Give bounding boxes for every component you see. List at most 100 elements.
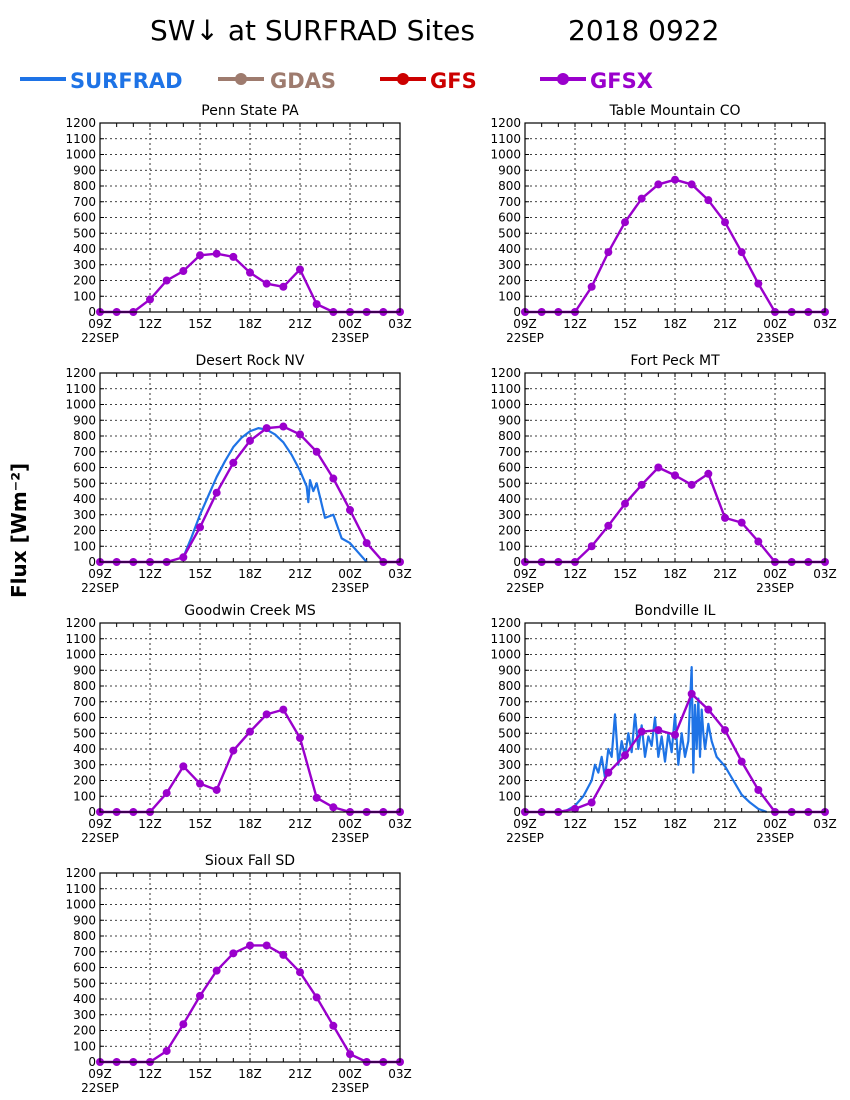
- legend-item-gdas: GDAS: [218, 69, 336, 93]
- data-point-gfsx: [246, 941, 254, 950]
- x-tick-label: 18Z: [238, 317, 262, 331]
- x-tick-label: 03Z: [388, 317, 412, 331]
- panel-title: Table Mountain CO: [608, 103, 740, 119]
- x-date-label: 22SEP: [81, 1081, 119, 1095]
- data-point-gfsx: [179, 1020, 188, 1029]
- x-tick-label: 03Z: [388, 1067, 412, 1081]
- y-tick-label: 800: [73, 679, 96, 693]
- data-point-gfsx: [587, 798, 596, 807]
- y-tick-label: 500: [73, 226, 96, 240]
- y-tick-label: 800: [498, 679, 521, 693]
- x-tick-label: 18Z: [238, 817, 262, 831]
- data-point-gfsx: [312, 993, 321, 1002]
- y-tick-label: 500: [73, 976, 96, 990]
- data-point-gfsx: [162, 789, 171, 798]
- data-point-gfsx: [212, 785, 221, 794]
- y-tick-label: 1100: [490, 382, 521, 396]
- data-point-gfsx: [279, 422, 288, 431]
- y-tick-label: 800: [498, 429, 521, 443]
- y-tick-label: 800: [73, 429, 96, 443]
- data-point-gfsx: [279, 950, 288, 959]
- data-point-gfsx: [587, 542, 596, 551]
- legend-label: SURFRAD: [70, 69, 183, 93]
- x-tick-label: 12Z: [563, 567, 587, 581]
- data-point-gfsx: [296, 968, 304, 977]
- y-tick-label: 500: [498, 226, 521, 240]
- data-point-gfsx: [179, 267, 188, 276]
- data-point-gfsx: [212, 249, 221, 258]
- data-point-gfsx: [312, 793, 321, 802]
- data-point-gfsx: [279, 705, 288, 714]
- x-tick-label: 12Z: [138, 567, 162, 581]
- data-point-gfsx: [246, 727, 254, 736]
- y-tick-label: 400: [73, 742, 96, 756]
- data-point-gfsx: [246, 268, 254, 277]
- x-tick-label: 18Z: [663, 567, 687, 581]
- y-tick-label: 700: [73, 445, 96, 459]
- data-point-gfsx: [671, 471, 679, 480]
- y-tick-label: 100: [73, 289, 96, 303]
- y-tick-label: 700: [498, 445, 521, 459]
- panel-frame: [524, 372, 826, 563]
- data-point-gfsx: [687, 689, 696, 698]
- y-tick-label: 100: [498, 539, 521, 553]
- x-date-label: 22SEP: [506, 581, 544, 595]
- panel-frame: [524, 622, 826, 813]
- y-tick-label: 1000: [490, 148, 521, 162]
- data-point-gfsx: [621, 499, 629, 508]
- y-tick-label: 300: [73, 758, 96, 772]
- x-tick-label: 00Z: [763, 567, 787, 581]
- data-point-gfsx: [196, 523, 204, 532]
- y-tick-label: 400: [498, 242, 521, 256]
- x-date-label: 23SEP: [331, 831, 369, 845]
- x-tick-label: 15Z: [188, 317, 212, 331]
- data-point-gfsx: [346, 506, 354, 515]
- x-tick-label: 12Z: [563, 817, 587, 831]
- y-tick-label: 0: [513, 305, 521, 319]
- data-point-gfsx: [754, 279, 763, 288]
- y-tick-label: 1200: [65, 616, 96, 630]
- data-point-gfsx: [146, 295, 154, 304]
- data-point-gfsx: [296, 430, 304, 439]
- data-point-gfsx: [621, 751, 629, 760]
- data-point-gfsx: [262, 710, 271, 719]
- x-tick-label: 00Z: [338, 1067, 362, 1081]
- x-tick-label: 18Z: [238, 567, 262, 581]
- panel-frame: [99, 372, 401, 563]
- data-point-gfsx: [604, 521, 613, 530]
- y-tick-label: 0: [88, 1055, 96, 1069]
- y-tick-label: 0: [88, 555, 96, 569]
- x-tick-label: 00Z: [338, 317, 362, 331]
- x-tick-label: 18Z: [238, 1067, 262, 1081]
- data-point-gfsx: [312, 300, 321, 309]
- panel-title: Desert Rock NV: [196, 353, 305, 369]
- legend-label: GFSX: [590, 69, 653, 93]
- y-tick-label: 400: [498, 492, 521, 506]
- x-tick-label: 09Z: [88, 1067, 112, 1081]
- x-date-label: 23SEP: [331, 581, 369, 595]
- panel-sioux-fall-sd: Sioux Fall SD010020030040050060070080090…: [65, 853, 411, 1095]
- data-point-gfsx: [587, 282, 596, 291]
- x-tick-label: 15Z: [613, 567, 637, 581]
- panel-title: Sioux Fall SD: [205, 853, 295, 869]
- x-tick-label: 21Z: [288, 1067, 312, 1081]
- y-tick-label: 800: [73, 929, 96, 943]
- series-line-surfrad: [558, 665, 768, 814]
- panel-table-mountain-co: Table Mountain CO01002003004005006007008…: [490, 103, 836, 345]
- y-tick-label: 900: [73, 163, 96, 177]
- data-point-gfsx: [687, 180, 696, 189]
- y-tick-label: 600: [73, 961, 96, 975]
- data-point-gfsx: [671, 175, 679, 184]
- x-tick-label: 21Z: [713, 567, 737, 581]
- x-tick-label: 03Z: [813, 817, 837, 831]
- data-point-gfsx: [229, 252, 238, 261]
- data-point-gfsx: [654, 180, 663, 189]
- y-tick-label: 200: [498, 524, 521, 538]
- data-point-gfsx: [687, 480, 696, 489]
- x-tick-label: 15Z: [188, 1067, 212, 1081]
- legend-label: GDAS: [270, 69, 336, 93]
- y-tick-label: 700: [73, 195, 96, 209]
- data-point-gfsx: [737, 518, 746, 527]
- y-tick-label: 1000: [65, 898, 96, 912]
